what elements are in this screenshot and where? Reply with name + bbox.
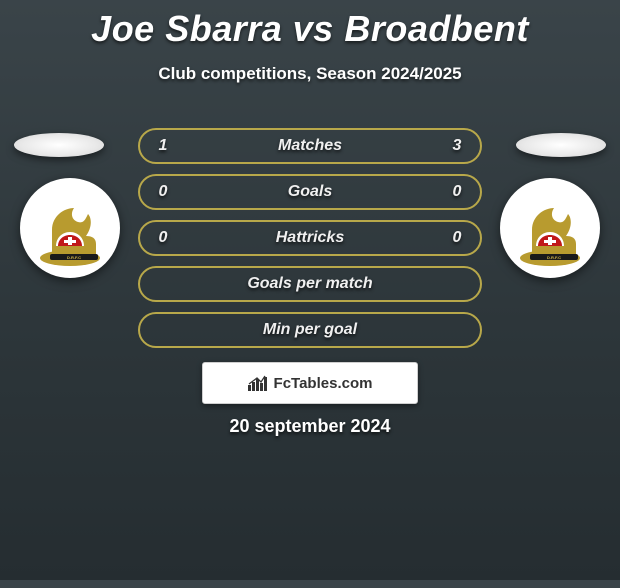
doncaster-rovers-badge-icon: D.R.F.C [510,188,590,268]
date-text: 20 september 2024 [0,416,620,437]
stat-label: Goals per match [172,275,448,293]
stat-right-value: 0 [448,229,466,247]
attribution-badge: FcTables.com [202,362,418,404]
stat-label: Goals [172,183,448,201]
stat-label: Matches [172,137,448,155]
svg-text:D.R.F.C: D.R.F.C [67,255,81,260]
doncaster-rovers-badge-icon: D.R.F.C [30,188,110,268]
stats-panel: 1 Matches 3 0 Goals 0 0 Hattricks 0 Goal… [138,128,482,348]
club-badge-left: D.R.F.C [20,178,120,278]
stat-left-value: 0 [154,183,172,201]
attribution-text: FcTables.com [274,375,373,392]
page-title: Joe Sbarra vs Broadbent [0,8,620,50]
stat-row-goals: 0 Goals 0 [138,174,482,210]
svg-text:D.R.F.C: D.R.F.C [547,255,561,260]
stat-right-value: 0 [448,183,466,201]
stat-row-matches: 1 Matches 3 [138,128,482,164]
stat-right-value: 3 [448,137,466,155]
stat-row-goals-per-match: Goals per match [138,266,482,302]
stat-left-value: 1 [154,137,172,155]
stat-label: Hattricks [172,229,448,247]
club-badge-right: D.R.F.C [500,178,600,278]
stat-label: Min per goal [172,321,448,339]
player-photo-placeholder-left [14,133,104,157]
stat-row-hattricks: 0 Hattricks 0 [138,220,482,256]
stat-row-min-per-goal: Min per goal [138,312,482,348]
subtitle: Club competitions, Season 2024/2025 [0,64,620,84]
player-photo-placeholder-right [516,133,606,157]
bar-chart-icon [248,374,268,392]
stat-left-value: 0 [154,229,172,247]
